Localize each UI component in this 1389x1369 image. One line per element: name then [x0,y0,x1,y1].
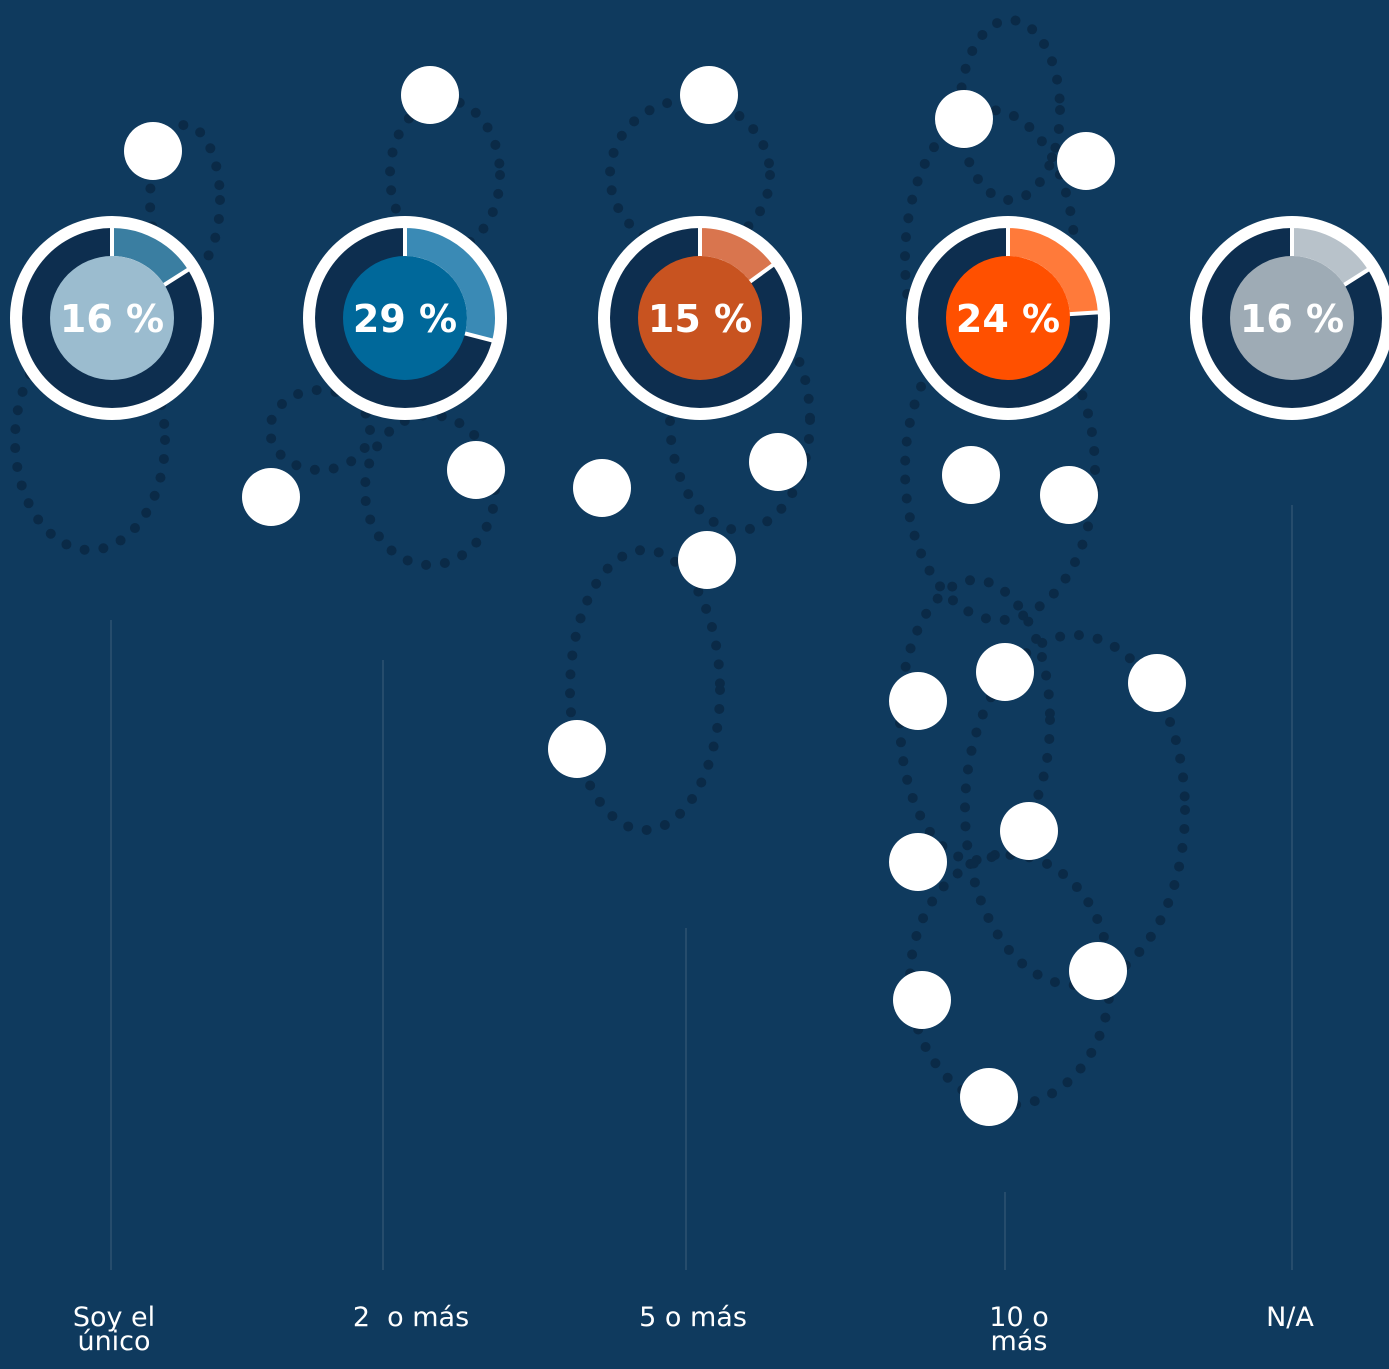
donut-center [946,256,1070,380]
dot [447,441,505,499]
dot [893,971,951,1029]
value-label: 29 % [353,297,457,341]
category-label: Soy el único [72,1302,164,1357]
dot [678,531,736,589]
category-label: 2 o más [352,1302,470,1333]
decoration [10,15,1293,1270]
dot [942,446,1000,504]
dot [401,66,459,124]
dot [548,720,606,778]
dot [749,433,807,491]
value-label: 16 % [1240,297,1344,341]
category-label: 5 o más [639,1302,747,1333]
donut-center [50,256,174,380]
category-label: 10 o más [989,1302,1058,1357]
dot [1069,942,1127,1000]
dot [889,672,947,730]
dot [573,459,631,517]
dot [680,66,738,124]
value-label: 24 % [956,297,1060,341]
value-label: 16 % [60,297,164,341]
dot [1040,466,1098,524]
dot [889,833,947,891]
dotted-loop [265,385,375,475]
dot [242,468,300,526]
donut-center [343,256,467,380]
dot [935,90,993,148]
dot [124,122,182,180]
dotted-loop [145,120,225,280]
donut-center [1230,256,1354,380]
dot [1128,654,1186,712]
dot [960,1068,1018,1126]
dotted-loop [565,545,725,835]
dot [976,643,1034,701]
donut-center [638,256,762,380]
dot [1000,802,1058,860]
category-label: N/A [1266,1302,1314,1333]
value-label: 15 % [648,297,752,341]
dotted-loop [665,305,815,535]
dot [1057,132,1115,190]
